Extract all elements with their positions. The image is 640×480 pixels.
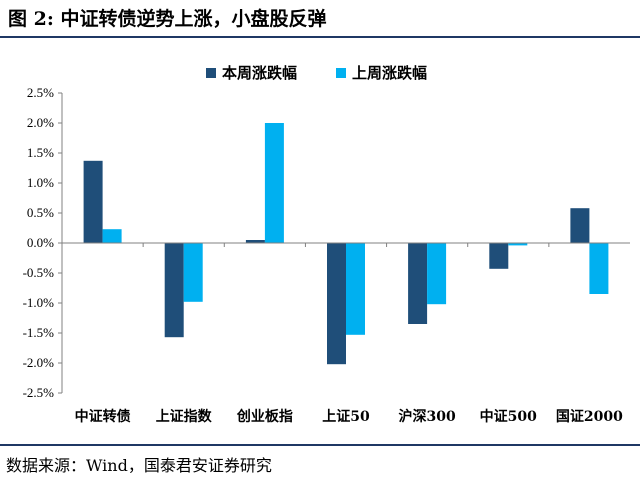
x-category-label: 中证500 (480, 408, 537, 425)
y-tick-label: 2.5% (27, 85, 54, 100)
x-category-label: 沪深300 (398, 408, 455, 425)
bar-series-1 (164, 243, 184, 338)
footer-rule (0, 444, 640, 446)
bar-series-1 (245, 240, 265, 243)
x-category-label: 上证50 (322, 409, 370, 425)
x-category-label: 中证转债 (75, 408, 131, 425)
y-tick-label: -2.0% (23, 355, 55, 370)
y-tick-label: 2.0% (27, 115, 54, 130)
legend-label: 上周涨跌幅 (352, 64, 427, 82)
bar-series-2 (183, 243, 203, 302)
y-tick-label: 1.5% (27, 145, 54, 160)
bar-series-2 (508, 243, 528, 246)
bars (83, 123, 609, 365)
y-tick-label: 0.0% (27, 235, 54, 250)
bar-chart: 本周涨跌幅 上周涨跌幅 2.5% 2.0% 1.5% 1.0% 0.5% 0.0% -0.5%… (23, 64, 630, 425)
x-category-label: 国证2000 (556, 409, 623, 425)
figure-title: 图 2: 中证转债逆势上涨，小盘股反弹 (8, 8, 327, 30)
y-tick-label: -1.5% (23, 325, 55, 340)
bar-series-2 (589, 243, 609, 294)
bar-series-1 (408, 243, 428, 324)
bar-series-1 (327, 243, 346, 365)
x-axis: 中证转债 上证指数 创业板指 上证50 沪深300 中证500 国证2000 (62, 242, 630, 425)
y-tick-label: -1.0% (23, 295, 55, 310)
y-tick-label: -0.5% (23, 265, 55, 280)
source-note: 数据来源：Wind，国泰君安证券研究 (6, 456, 272, 475)
y-tick-label: 0.5% (27, 205, 54, 220)
x-category-label: 创业板指 (236, 408, 293, 425)
bar-series-2 (427, 243, 447, 305)
y-tick-label: 1.0% (27, 175, 54, 190)
bar-series-2 (264, 123, 284, 243)
x-category-label: 上证指数 (156, 408, 213, 425)
bar-series-1 (570, 208, 590, 243)
y-axis: 2.5% 2.0% 1.5% 1.0% 0.5% 0.0% -0.5% -1.0% -1.5% -… (23, 85, 63, 400)
legend: 本周涨跌幅 上周涨跌幅 (206, 64, 427, 82)
legend-swatch (206, 68, 216, 78)
legend-swatch (336, 68, 346, 78)
bar-series-2 (102, 229, 122, 243)
bar-series-2 (346, 243, 365, 335)
bar-series-1 (489, 243, 509, 269)
y-tick-label: -2.5% (23, 385, 55, 400)
title-rule (0, 36, 640, 38)
bar-series-1 (83, 160, 103, 243)
legend-label: 本周涨跌幅 (222, 64, 297, 82)
